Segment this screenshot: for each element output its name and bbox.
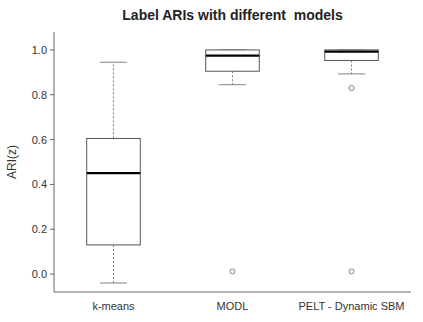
y-tick-label: 0.2 (32, 223, 47, 235)
outlier (230, 269, 235, 274)
box (325, 50, 379, 61)
outlier (349, 269, 354, 274)
x-axis-line (54, 292, 411, 293)
y-tick (50, 274, 54, 275)
plot-marks (87, 50, 379, 283)
whisker-low (351, 60, 352, 73)
y-axis-label: ARI(z) (5, 145, 19, 179)
chart-title: Label ARIs with different models (122, 7, 343, 23)
median (87, 172, 141, 174)
cap-low (100, 283, 127, 284)
y-tick-label: 0.4 (32, 178, 47, 190)
y-tick (50, 184, 54, 185)
cap-low (338, 73, 365, 74)
cap-low (219, 84, 246, 85)
outlier (349, 86, 354, 91)
box (87, 138, 141, 244)
whisker-low (232, 71, 233, 84)
y-tick-label: 0.0 (32, 268, 47, 280)
y-tick (50, 94, 54, 95)
whisker-low (113, 245, 114, 283)
y-tick (50, 139, 54, 140)
whisker-high (113, 62, 114, 138)
median (325, 51, 379, 53)
y-tick-label: 0.6 (32, 134, 47, 146)
chart-container: 0.0 0.2 0.4 0.6 0.8 1.0 k-means MODL PELT - Dyna… (0, 0, 423, 322)
x-tick-label: PELT - Dynamic SBM (299, 300, 405, 312)
chart-svg: 0.0 0.2 0.4 0.6 0.8 1.0 k-means MODL PELT - Dyna… (0, 0, 423, 322)
y-tick (50, 229, 54, 230)
cap-high (100, 62, 127, 63)
y-tick (50, 49, 54, 50)
y-axis-line (54, 32, 55, 292)
median (206, 54, 260, 56)
box (206, 50, 260, 71)
y-tick-label: 0.8 (32, 89, 47, 101)
x-tick-label: MODL (217, 300, 249, 312)
x-tick-label: k-means (92, 300, 135, 312)
y-tick-label: 1.0 (32, 44, 47, 56)
